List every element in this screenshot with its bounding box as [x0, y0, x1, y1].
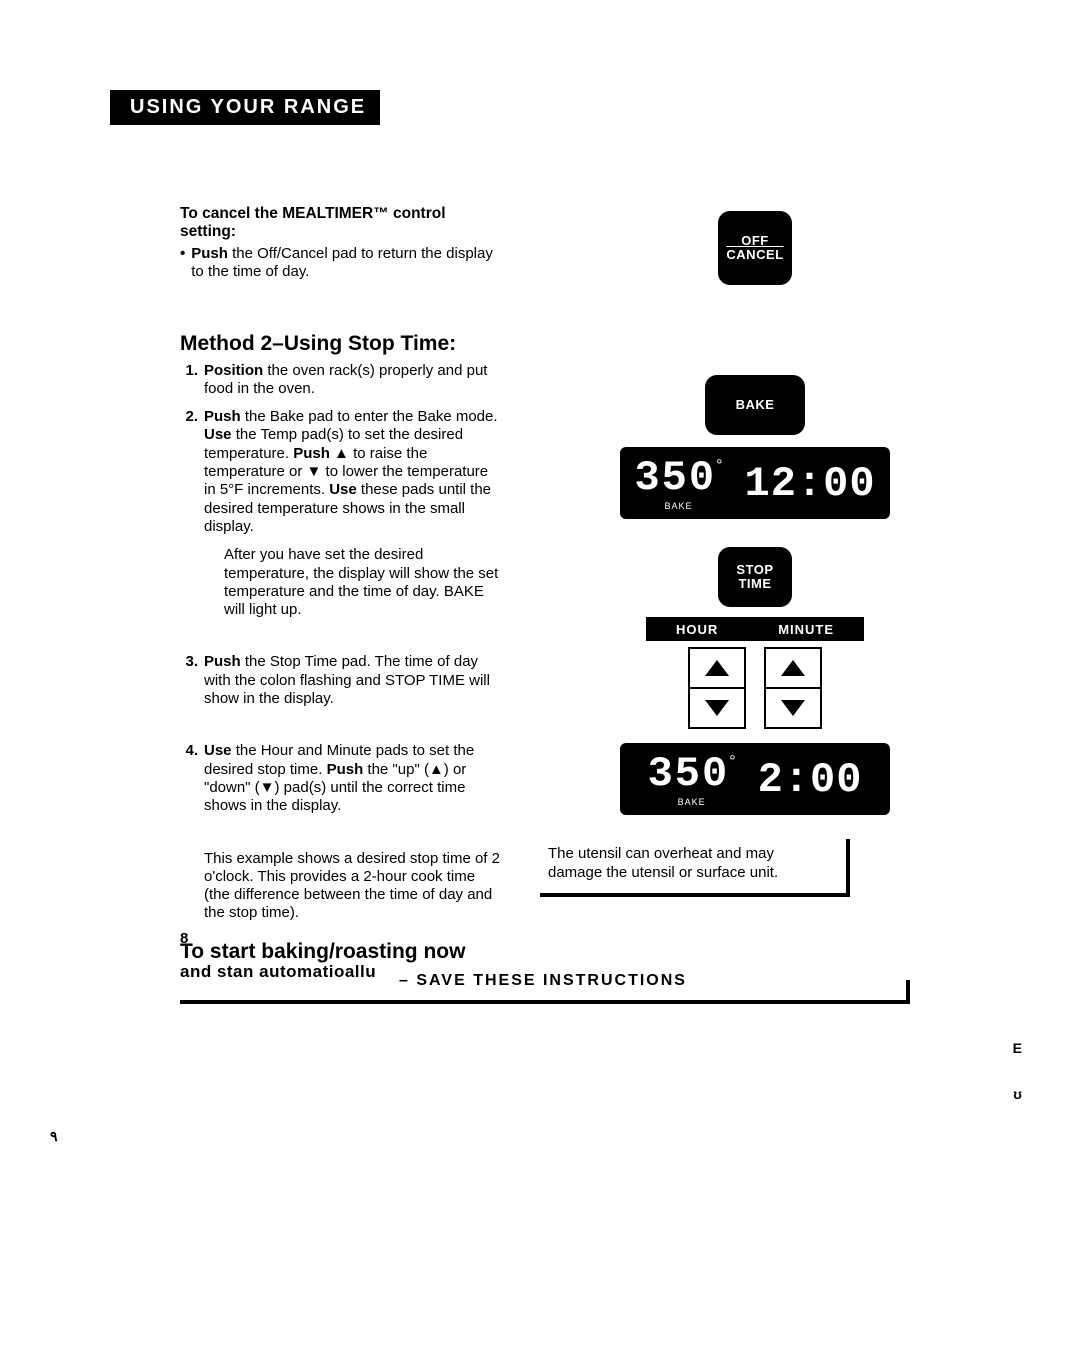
triangle-down-icon — [781, 700, 805, 716]
triangle-up-icon — [781, 660, 805, 676]
step-4: 4. Use the Hour and Minute pads to set t… — [180, 742, 500, 815]
minute-arrows — [764, 647, 822, 729]
step2c-bold: Push ▲ — [293, 445, 349, 462]
stop-time-button[interactable]: STOP TIME — [718, 547, 792, 607]
off-cancel-button[interactable]: OFF CANCEL — [718, 211, 792, 285]
minute-down-button[interactable] — [764, 689, 822, 729]
section-banner: USING YOUR RANGE — [110, 90, 380, 125]
step2a-bold: Push — [204, 408, 241, 425]
triangle-up-icon — [705, 660, 729, 676]
start-line1: To start baking/roasting now — [180, 940, 465, 963]
step3-bold: Push — [204, 653, 241, 670]
left-column: To cancel the MEALTIMER™ control setting… — [110, 205, 500, 981]
step2a-rest: the Bake pad to enter the Bake mode. — [241, 408, 498, 425]
minute-label: MINUTE — [778, 622, 834, 637]
step-2: 2. Push the Bake pad to enter the Bake m… — [180, 408, 500, 536]
triangle-down-icon — [705, 700, 729, 716]
hour-down-button[interactable] — [688, 689, 746, 729]
step2d-bold: Use — [329, 481, 357, 498]
off-label: OFF — [741, 234, 769, 248]
lcd1-time: 12:00 — [745, 463, 876, 505]
step-3: 3. Push the Stop Time pad. The time of d… — [180, 653, 500, 708]
cancel-rest: the Off/Cancel pad to return the display… — [191, 245, 493, 280]
page-number: 8 — [180, 930, 188, 947]
step2-tail: After you have set the desired temperatu… — [224, 546, 500, 619]
stray-char-1: E — [1013, 1040, 1022, 1056]
cancel-label: CANCEL — [726, 248, 783, 262]
bake-button[interactable]: BAKE — [705, 375, 805, 435]
footer-rule: – SAVE THESE INSTRUCTIONS — [180, 980, 910, 1004]
arrow-pad-group — [540, 647, 970, 729]
hour-up-button[interactable] — [688, 647, 746, 689]
hour-label: HOUR — [676, 622, 718, 637]
display-2: 350° BAKE 2:00 — [620, 743, 890, 815]
hour-arrows — [688, 647, 746, 729]
step3-rest: the Stop Time pad. The time of day with … — [204, 653, 490, 707]
stray-char-3: ٩ — [50, 1128, 58, 1145]
cancel-bold: Push — [191, 245, 228, 262]
method2-heading: Method 2–Using Stop Time: — [180, 332, 500, 356]
lcd1-temp: 350 — [634, 454, 716, 502]
lcd2-temp: 350 — [648, 750, 730, 798]
bake-label: BAKE — [736, 398, 775, 412]
stop-label-2: TIME — [738, 577, 771, 591]
stray-char-2: ʊ — [1013, 1086, 1022, 1102]
lcd1-temp-label: BAKE — [664, 501, 692, 511]
step4-bold: Use — [204, 742, 232, 759]
stop-label-1: STOP — [736, 563, 773, 577]
bullet-icon: • — [180, 245, 185, 282]
step-1: 1. Position the oven rack(s) properly an… — [180, 362, 500, 399]
warning-box: The utensil can overheat and may damage … — [540, 839, 850, 897]
minute-up-button[interactable] — [764, 647, 822, 689]
hour-minute-bar: HOUR MINUTE — [646, 617, 864, 641]
cancel-bullet: • Push the Off/Cancel pad to return the … — [180, 245, 500, 282]
step1-bold: Position — [204, 362, 263, 379]
footer-text: – SAVE THESE INSTRUCTIONS — [180, 972, 906, 990]
cancel-heading: To cancel the MEALTIMER™ control setting… — [180, 205, 500, 241]
step2b-bold: Use — [204, 426, 232, 443]
step4b-bold: Push — [327, 761, 364, 778]
lcd2-temp-label: BAKE — [678, 797, 706, 807]
display-1: 350° BAKE 12:00 — [620, 447, 890, 519]
example-para: This example shows a desired stop time o… — [204, 850, 500, 923]
lcd2-time: 2:00 — [758, 759, 863, 801]
right-column: OFF CANCEL BAKE 350° BAKE 12:00 — [540, 205, 970, 981]
